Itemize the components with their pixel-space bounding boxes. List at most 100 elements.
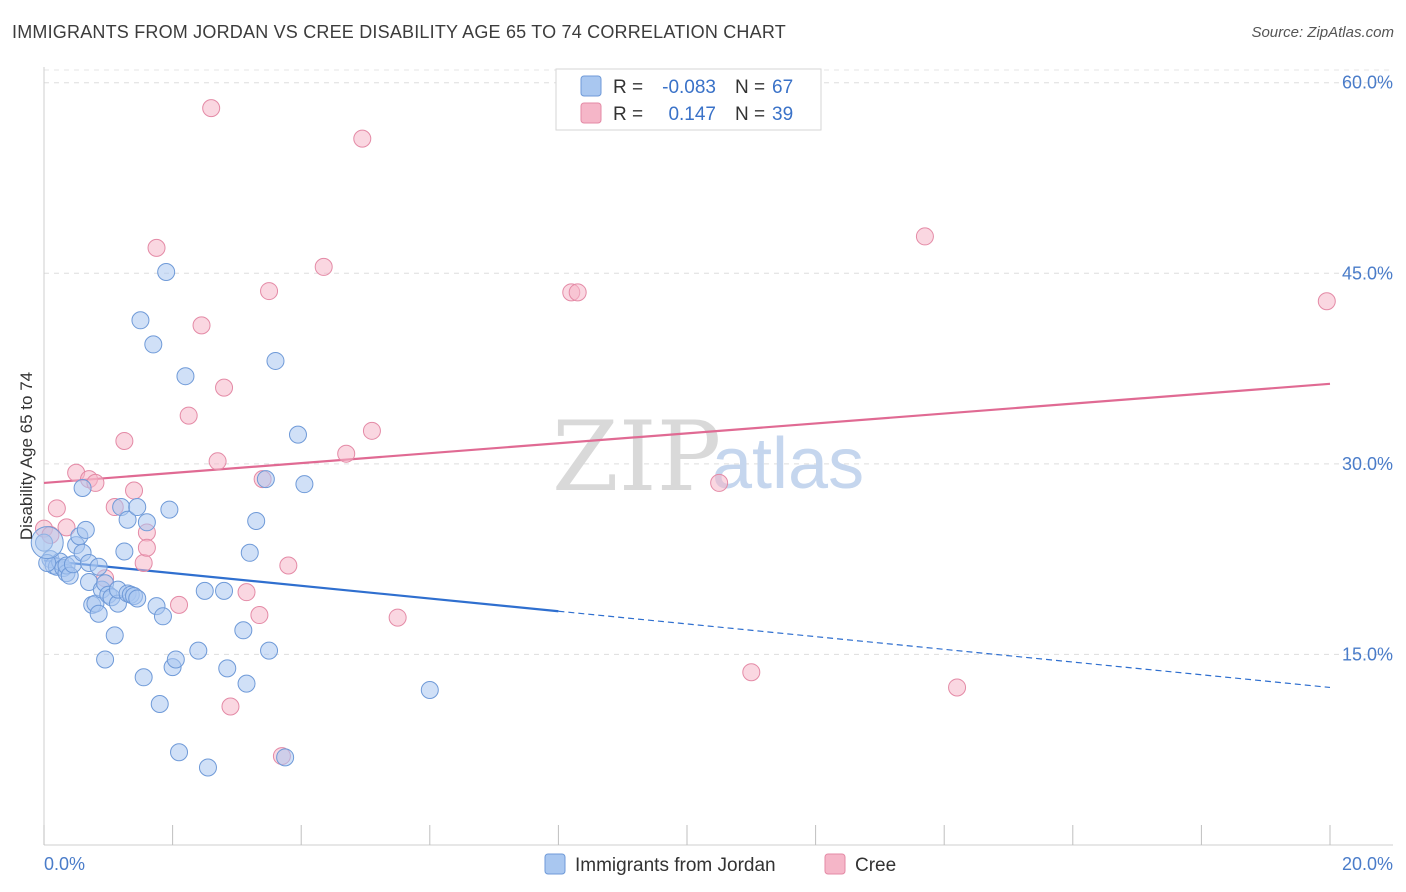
point-jordan bbox=[195, 581, 214, 600]
stats-n-label-1: N = bbox=[735, 77, 765, 98]
point-jordan bbox=[89, 557, 108, 576]
point-jordan bbox=[105, 626, 124, 645]
stats-r-label-1: R = bbox=[613, 77, 643, 98]
point-jordan bbox=[134, 668, 153, 687]
y-tick-labels: 15.0% 30.0% 45.0% 60.0% bbox=[1342, 73, 1393, 665]
watermark-zip: ZIP bbox=[552, 401, 721, 513]
point-jordan bbox=[176, 367, 195, 386]
point-cree bbox=[260, 282, 279, 301]
point-jordan bbox=[266, 351, 285, 370]
point-jordan bbox=[170, 743, 189, 762]
y-tick-label: 30.0% bbox=[1342, 454, 1393, 474]
point-cree bbox=[221, 697, 240, 716]
point-jordan bbox=[160, 500, 179, 519]
point-cree bbox=[179, 406, 198, 425]
stats-n-value-2: 39 bbox=[772, 104, 793, 125]
point-jordan bbox=[218, 659, 237, 678]
point-jordan bbox=[247, 512, 266, 531]
trend-lines bbox=[43, 382, 1331, 689]
point-jordan bbox=[118, 510, 137, 529]
legend-swatch-cree bbox=[824, 853, 846, 875]
point-cree bbox=[137, 538, 156, 557]
axes bbox=[43, 67, 1393, 846]
watermark-atlas: atlas bbox=[712, 424, 864, 504]
point-jordan bbox=[234, 621, 253, 640]
point-cree bbox=[215, 378, 234, 397]
y-tick-label: 45.0% bbox=[1342, 263, 1393, 283]
point-jordan-large bbox=[30, 526, 64, 560]
point-jordan bbox=[76, 520, 95, 539]
point-cree bbox=[237, 583, 256, 602]
point-cree bbox=[57, 518, 76, 537]
point-jordan bbox=[166, 650, 185, 669]
point-jordan bbox=[150, 694, 169, 713]
series-legend: Immigrants from Jordan Cree bbox=[544, 853, 896, 876]
point-cree bbox=[314, 257, 333, 276]
point-cree bbox=[742, 663, 761, 682]
stats-legend: R = -0.083 N = 67 R = 0.147 N = 39 bbox=[555, 68, 822, 131]
point-cree bbox=[915, 227, 934, 246]
point-jordan bbox=[288, 425, 307, 444]
x-tick-label-min: 0.0% bbox=[44, 854, 85, 874]
point-cree bbox=[47, 499, 66, 518]
point-cree bbox=[250, 606, 269, 625]
point-cree bbox=[147, 238, 166, 257]
stats-r-value-1: -0.083 bbox=[662, 77, 716, 98]
point-jordan bbox=[295, 475, 314, 494]
point-jordan bbox=[128, 498, 147, 517]
trend-line-jordan-extension bbox=[558, 610, 1331, 689]
point-jordan bbox=[128, 589, 147, 608]
point-jordan bbox=[198, 758, 217, 777]
point-cree bbox=[115, 431, 134, 450]
point-cree bbox=[362, 421, 381, 440]
point-cree bbox=[568, 283, 587, 302]
point-cree bbox=[948, 678, 967, 697]
point-cree bbox=[1317, 292, 1336, 311]
x-tick-label-max: 20.0% bbox=[1342, 854, 1393, 874]
legend-swatch-jordan bbox=[544, 853, 566, 875]
point-jordan bbox=[276, 748, 295, 767]
point-cree bbox=[192, 316, 211, 335]
stats-n-value-1: 67 bbox=[772, 77, 793, 98]
point-jordan bbox=[96, 650, 115, 669]
gridlines bbox=[44, 69, 1393, 655]
point-jordan bbox=[256, 470, 275, 489]
point-cree bbox=[170, 595, 189, 614]
stats-swatch-jordan bbox=[580, 75, 602, 97]
y-tick-label: 60.0% bbox=[1342, 73, 1393, 93]
point-jordan bbox=[240, 543, 259, 562]
point-jordan bbox=[237, 674, 256, 693]
point-jordan bbox=[153, 607, 172, 626]
trend-line-cree bbox=[43, 382, 1331, 485]
y-tick-label: 15.0% bbox=[1342, 644, 1393, 664]
data-points bbox=[30, 99, 1336, 777]
point-cree bbox=[353, 129, 372, 148]
y-axis-title: Disability Age 65 to 74 bbox=[17, 372, 36, 540]
point-cree bbox=[388, 608, 407, 627]
point-jordan bbox=[215, 581, 234, 600]
point-cree bbox=[279, 556, 298, 575]
point-jordan bbox=[89, 604, 108, 623]
trend-line-jordan bbox=[43, 559, 559, 613]
point-jordan bbox=[189, 641, 208, 660]
stats-r-value-2: 0.147 bbox=[668, 104, 716, 125]
point-cree bbox=[337, 444, 356, 463]
point-cree bbox=[208, 452, 227, 471]
legend-label-cree: Cree bbox=[855, 855, 896, 876]
point-jordan bbox=[137, 513, 156, 532]
legend-label-jordan: Immigrants from Jordan bbox=[575, 855, 776, 876]
point-jordan bbox=[157, 263, 176, 282]
stats-r-label-2: R = bbox=[613, 104, 643, 125]
point-jordan bbox=[115, 542, 134, 561]
point-jordan bbox=[131, 311, 150, 330]
point-cree bbox=[202, 99, 221, 118]
point-jordan bbox=[420, 681, 439, 699]
chart-title: IMMIGRANTS FROM JORDAN VS CREE DISABILIT… bbox=[12, 22, 786, 42]
point-jordan bbox=[144, 335, 163, 354]
point-jordan bbox=[73, 478, 92, 497]
point-jordan bbox=[260, 641, 279, 660]
source-label: Source: ZipAtlas.com bbox=[1251, 24, 1394, 41]
point-cree bbox=[710, 473, 729, 492]
stats-swatch-cree bbox=[580, 102, 602, 124]
